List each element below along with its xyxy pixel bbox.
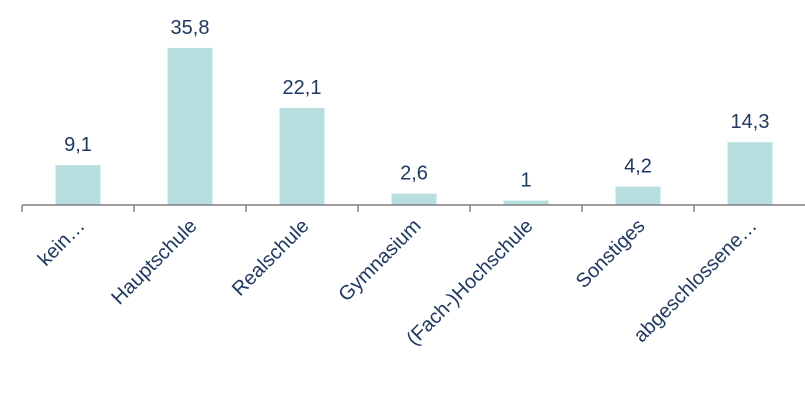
bar (503, 200, 549, 205)
x-axis-ticks (21, 205, 695, 212)
bar (55, 165, 101, 205)
x-tick-label: Sonstiges (572, 215, 650, 293)
x-tick-label: Realschule (228, 215, 314, 301)
x-tick-label: Gymnasium (335, 215, 426, 306)
data-label: 4,2 (624, 156, 652, 178)
bar (615, 186, 661, 205)
x-tick-label: abgeschlossene… (630, 215, 762, 347)
x-tick-label: kein… (34, 215, 90, 271)
bar (727, 142, 773, 205)
x-tick-label: Hauptschule (107, 215, 201, 309)
bar (279, 108, 325, 205)
value-labels-group: 9,1 35,8 22,1 2,6 1 4,2 14,3 (64, 17, 769, 192)
data-label: 35,8 (171, 17, 210, 39)
bar (391, 193, 437, 205)
data-label: 9,1 (64, 134, 92, 156)
category-labels-group: kein… Hauptschule Realschule Gymnasium(Fach… (34, 215, 762, 350)
data-label: 1 (520, 170, 531, 192)
data-label: 22,1 (283, 77, 322, 99)
data-label: 2,6 (400, 163, 428, 185)
bars-group (55, 47, 773, 205)
data-label: 14,3 (731, 111, 770, 133)
bar (167, 47, 213, 205)
x-tick-label: (Fach-)Hochschule (403, 215, 538, 350)
